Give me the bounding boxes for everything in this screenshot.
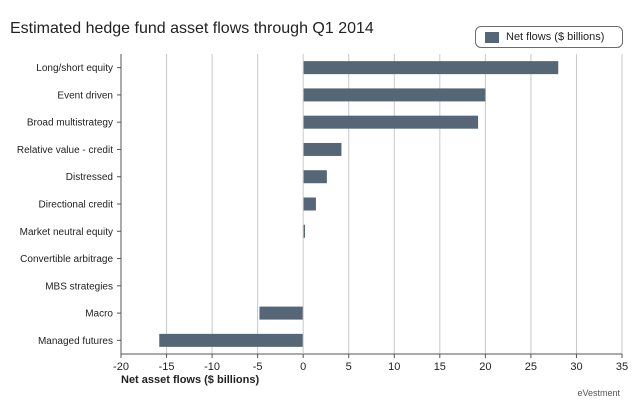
bar-managed-futures — [159, 333, 304, 347]
x-tick-label: 30 — [570, 361, 582, 373]
bar-distressed — [303, 170, 327, 184]
category-label: Broad multistrategy — [27, 118, 113, 129]
bar-event-driven — [303, 88, 486, 102]
source-credit: eVestment — [577, 388, 620, 398]
category-label: Managed futures — [38, 336, 113, 347]
category-label: Market neutral equity — [20, 227, 113, 238]
category-label: Distressed — [66, 172, 113, 183]
legend-swatch — [485, 31, 499, 43]
category-label: Directional credit — [39, 200, 114, 211]
x-tick-label: -10 — [204, 361, 220, 373]
x-tick-label: 15 — [434, 361, 446, 373]
x-tick-label: 5 — [346, 361, 352, 373]
category-label: Macro — [85, 309, 113, 320]
legend-label: Net flows ($ billions) — [506, 31, 605, 43]
x-tick-label: -5 — [253, 361, 263, 373]
x-tick-label: -15 — [159, 361, 175, 373]
x-tick-label: 10 — [388, 361, 400, 373]
category-label: Event driven — [57, 90, 113, 101]
category-label: Long/short equity — [36, 63, 113, 74]
category-label: MBS strategies — [45, 281, 113, 292]
category-label: Convertible arbitrage — [20, 254, 113, 265]
x-tick-label: 25 — [525, 361, 537, 373]
bar-market-neutral-equity — [303, 224, 306, 238]
chart-legend: Net flows ($ billions) — [475, 26, 623, 48]
bar-long-short-equity — [303, 61, 559, 75]
x-axis-title: Net asset flows ($ billions) — [121, 374, 259, 386]
bar-macro — [259, 306, 304, 320]
bar-directional-credit — [303, 197, 316, 211]
x-tick-label: 20 — [479, 361, 491, 373]
bar-relative-value-credit — [303, 142, 342, 156]
bar-broad-multistrategy — [303, 115, 479, 129]
x-tick-label: 35 — [616, 361, 628, 373]
x-tick-label: 0 — [300, 361, 306, 373]
chart-title: Estimated hedge fund asset flows through… — [10, 20, 374, 37]
x-tick-label: -20 — [113, 361, 129, 373]
category-label: Relative value - credit — [17, 145, 113, 156]
